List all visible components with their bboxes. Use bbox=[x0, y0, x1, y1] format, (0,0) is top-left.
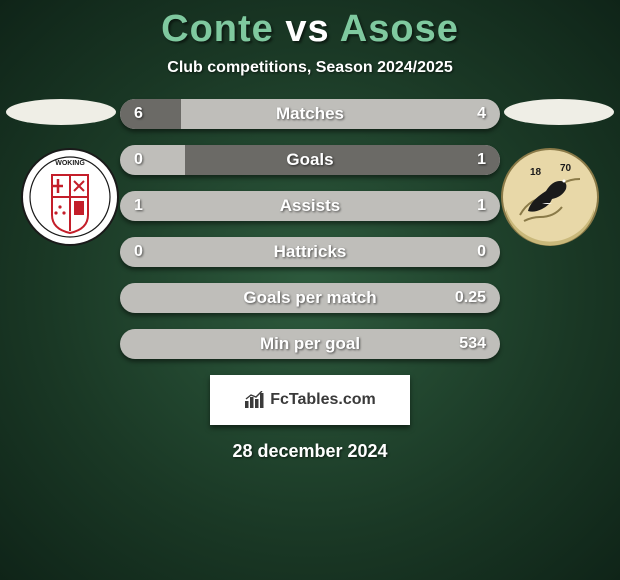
stat-value-right: 0 bbox=[477, 237, 486, 267]
stat-label: Goals bbox=[120, 145, 500, 175]
stat-value-right: 0.25 bbox=[455, 283, 486, 313]
title-vs: vs bbox=[285, 8, 329, 50]
stat-row: Goals0 1 bbox=[120, 145, 500, 175]
branding-tag: FcTables.com bbox=[210, 375, 410, 425]
svg-text:70: 70 bbox=[560, 163, 572, 174]
player1-crest: WOKING bbox=[20, 147, 120, 247]
stat-row: Goals per match0.25 bbox=[120, 283, 500, 313]
stat-label: Hattricks bbox=[120, 237, 500, 267]
crest-left-text: WOKING bbox=[55, 160, 85, 167]
comparison-card: Conte vs Asose Club competitions, Season… bbox=[0, 0, 620, 580]
stat-row: Hattricks0 0 bbox=[120, 237, 500, 267]
title: Conte vs Asose bbox=[0, 0, 620, 51]
crest-left-svg: WOKING bbox=[20, 147, 120, 247]
stat-value-left: 1 bbox=[134, 191, 143, 221]
stat-label: Matches bbox=[120, 99, 500, 129]
stat-row: Assists1 1 bbox=[120, 191, 500, 221]
player1-name: Conte bbox=[161, 8, 274, 50]
stat-value-right: 534 bbox=[459, 329, 486, 359]
stat-value-left: 0 bbox=[134, 145, 143, 175]
stat-row: Matches6 4 bbox=[120, 99, 500, 129]
player2-name: Asose bbox=[340, 8, 459, 50]
stats-column: Matches64Goals01Assists11Hattricks00Goal… bbox=[120, 99, 500, 359]
crest-right-svg: 18 70 bbox=[500, 147, 600, 247]
player2-face-placeholder bbox=[504, 99, 614, 125]
stat-label: Min per goal bbox=[120, 329, 500, 359]
chart-icon bbox=[244, 391, 264, 409]
stat-value-right: 1 bbox=[477, 145, 486, 175]
stat-row: Min per goal534 bbox=[120, 329, 500, 359]
stat-value-left: 0 bbox=[134, 237, 143, 267]
stat-label: Goals per match bbox=[120, 283, 500, 313]
stat-value-left: 6 bbox=[134, 99, 143, 129]
subtitle: Club competitions, Season 2024/2025 bbox=[0, 59, 620, 77]
stat-label: Assists bbox=[120, 191, 500, 221]
date: 28 december 2024 bbox=[0, 441, 620, 462]
content-area: WOKING 18 70 Matches64Goals01Assists11Ha… bbox=[0, 99, 620, 462]
branding-text: FcTables.com bbox=[270, 391, 376, 409]
player2-crest: 18 70 bbox=[500, 147, 600, 247]
stat-value-right: 1 bbox=[477, 191, 486, 221]
stat-value-right: 4 bbox=[477, 99, 486, 129]
player1-face-placeholder bbox=[6, 99, 116, 125]
svg-text:18: 18 bbox=[530, 167, 542, 178]
